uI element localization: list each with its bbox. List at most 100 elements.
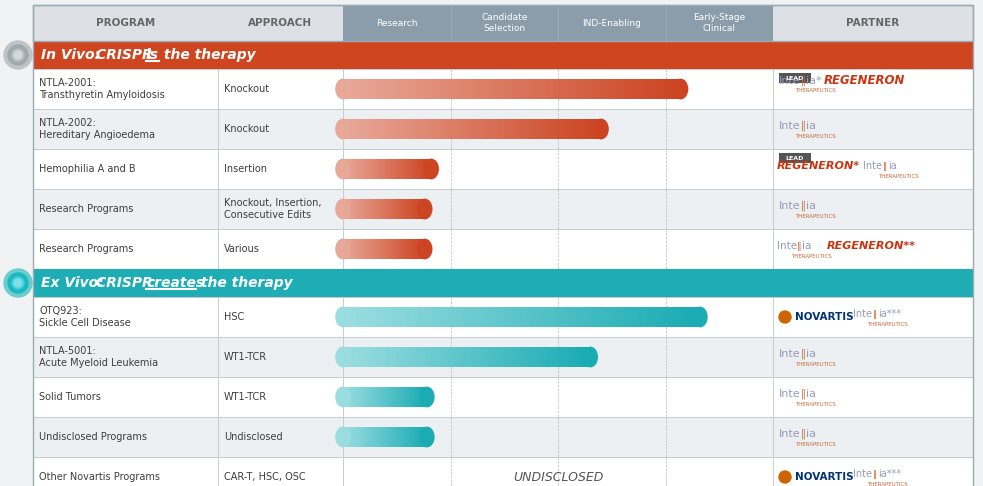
Bar	[381, 158, 383, 179]
Bar	[392, 347, 396, 367]
Bar	[492, 347, 494, 367]
Bar	[392, 239, 393, 260]
Bar	[376, 199, 377, 219]
Bar	[375, 158, 376, 179]
Bar	[377, 239, 379, 260]
Bar	[427, 347, 430, 367]
Bar	[390, 386, 391, 407]
Bar	[373, 239, 374, 260]
Bar	[403, 427, 404, 448]
Bar	[412, 239, 413, 260]
Bar	[374, 199, 375, 219]
Bar	[397, 239, 398, 260]
Bar	[676, 79, 681, 100]
Bar	[420, 427, 421, 448]
Bar	[514, 119, 517, 139]
Bar	[416, 427, 417, 448]
Bar	[352, 158, 353, 179]
Bar	[359, 119, 363, 139]
Text: Inte: Inte	[779, 349, 800, 359]
Bar	[651, 79, 656, 100]
Bar	[588, 119, 592, 139]
Bar	[362, 239, 363, 260]
Bar	[550, 347, 553, 367]
Bar	[378, 307, 383, 328]
Bar	[562, 347, 566, 367]
Bar	[430, 158, 432, 179]
Bar	[626, 79, 630, 100]
Ellipse shape	[419, 386, 434, 407]
Bar	[398, 427, 400, 448]
Bar	[357, 199, 359, 219]
Text: IND-Enabling: IND-Enabling	[582, 18, 641, 28]
Bar	[383, 347, 386, 367]
Bar	[549, 119, 552, 139]
Bar	[407, 239, 409, 260]
Bar	[369, 199, 370, 219]
Bar	[356, 79, 360, 100]
Bar	[414, 239, 415, 260]
Bar	[346, 119, 350, 139]
Text: Knockout: Knockout	[224, 124, 269, 134]
Bar	[436, 307, 441, 328]
Bar	[633, 307, 638, 328]
Bar	[395, 239, 396, 260]
Bar	[401, 158, 403, 179]
Bar	[512, 307, 517, 328]
Bar	[381, 386, 383, 407]
Bar	[417, 119, 421, 139]
Bar	[445, 307, 450, 328]
Bar	[33, 417, 973, 457]
Bar	[413, 158, 414, 179]
Bar	[486, 307, 491, 328]
Bar	[391, 199, 392, 219]
Bar	[400, 199, 401, 219]
Bar	[476, 347, 480, 367]
Bar	[413, 239, 414, 260]
Bar	[405, 307, 410, 328]
Text: ‖: ‖	[801, 121, 806, 131]
Bar	[359, 199, 360, 219]
Bar	[404, 158, 405, 179]
Bar	[401, 427, 402, 448]
Bar	[660, 79, 664, 100]
Bar	[396, 427, 398, 448]
Bar	[402, 347, 405, 367]
Text: creates: creates	[146, 276, 204, 290]
Text: ‖: ‖	[883, 161, 888, 171]
Bar	[347, 79, 352, 100]
Bar	[457, 79, 461, 100]
Bar	[371, 427, 372, 448]
Bar	[405, 158, 406, 179]
Text: THERAPEUTICS: THERAPEUTICS	[791, 254, 832, 259]
Bar	[526, 307, 531, 328]
Bar	[601, 79, 605, 100]
Text: ‖: ‖	[801, 389, 806, 399]
Ellipse shape	[335, 427, 351, 448]
Bar	[589, 307, 593, 328]
Text: Undisclosed Programs: Undisclosed Programs	[39, 432, 147, 442]
Ellipse shape	[335, 347, 351, 367]
Bar	[345, 199, 346, 219]
Bar	[435, 347, 439, 367]
Bar	[537, 79, 542, 100]
Bar	[379, 427, 381, 448]
Circle shape	[14, 279, 22, 287]
Bar	[353, 427, 354, 448]
Ellipse shape	[335, 239, 351, 260]
Bar	[440, 79, 444, 100]
Bar	[556, 347, 559, 367]
Bar	[33, 337, 973, 377]
Bar	[389, 199, 390, 219]
Text: NOVARTIS: NOVARTIS	[795, 472, 853, 482]
Bar	[410, 307, 415, 328]
Bar	[494, 79, 499, 100]
Bar	[360, 79, 365, 100]
Bar	[364, 199, 365, 219]
Bar	[411, 79, 415, 100]
Bar	[668, 307, 673, 328]
Ellipse shape	[424, 158, 439, 179]
Bar	[456, 119, 459, 139]
Bar	[423, 239, 424, 260]
Bar	[385, 386, 386, 407]
